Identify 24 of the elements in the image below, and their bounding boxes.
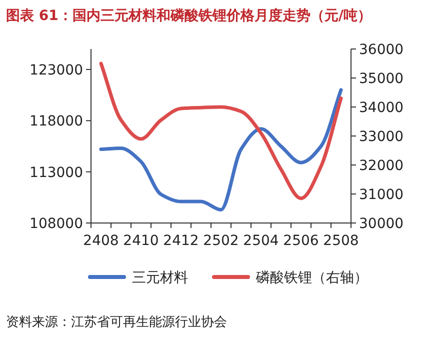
y2-tick-label: 35000 bbox=[359, 71, 404, 87]
chart-title: 图表 61：国内三元材料和磷酸铁锂价格月度走势（元/吨） bbox=[6, 7, 372, 24]
y2-tick-label: 31000 bbox=[359, 187, 404, 203]
y-tick-label: 123000 bbox=[30, 62, 83, 78]
x-tick-label: 2508 bbox=[323, 233, 359, 249]
y2-tick-label: 34000 bbox=[359, 100, 404, 116]
x-tick-label: 2502 bbox=[203, 233, 239, 249]
y-tick-label: 113000 bbox=[30, 164, 83, 181]
line-series bbox=[99, 62, 343, 200]
text: 资料来源：江苏省可再生能源行业协会 bbox=[6, 315, 227, 330]
y2-tick-label: 33000 bbox=[359, 129, 404, 145]
x-tick-label: 2412 bbox=[163, 233, 199, 249]
line-series bbox=[99, 88, 343, 212]
y-tick-label: 108000 bbox=[30, 216, 83, 232]
x-tick-label: 2506 bbox=[283, 233, 319, 249]
y2-tick-label: 32000 bbox=[359, 158, 404, 174]
y2-tick-label: 30000 bbox=[359, 216, 404, 232]
x-tick-label: 2410 bbox=[123, 233, 159, 249]
y-tick-label: 118000 bbox=[30, 114, 83, 130]
legend-label: 三元材料 bbox=[132, 270, 188, 286]
legend-label: 磷酸铁锂（右轴） bbox=[255, 270, 368, 286]
x-tick-label: 2504 bbox=[243, 233, 279, 249]
x-tick-label: 2408 bbox=[83, 233, 119, 249]
y2-tick-label: 36000 bbox=[359, 42, 404, 58]
